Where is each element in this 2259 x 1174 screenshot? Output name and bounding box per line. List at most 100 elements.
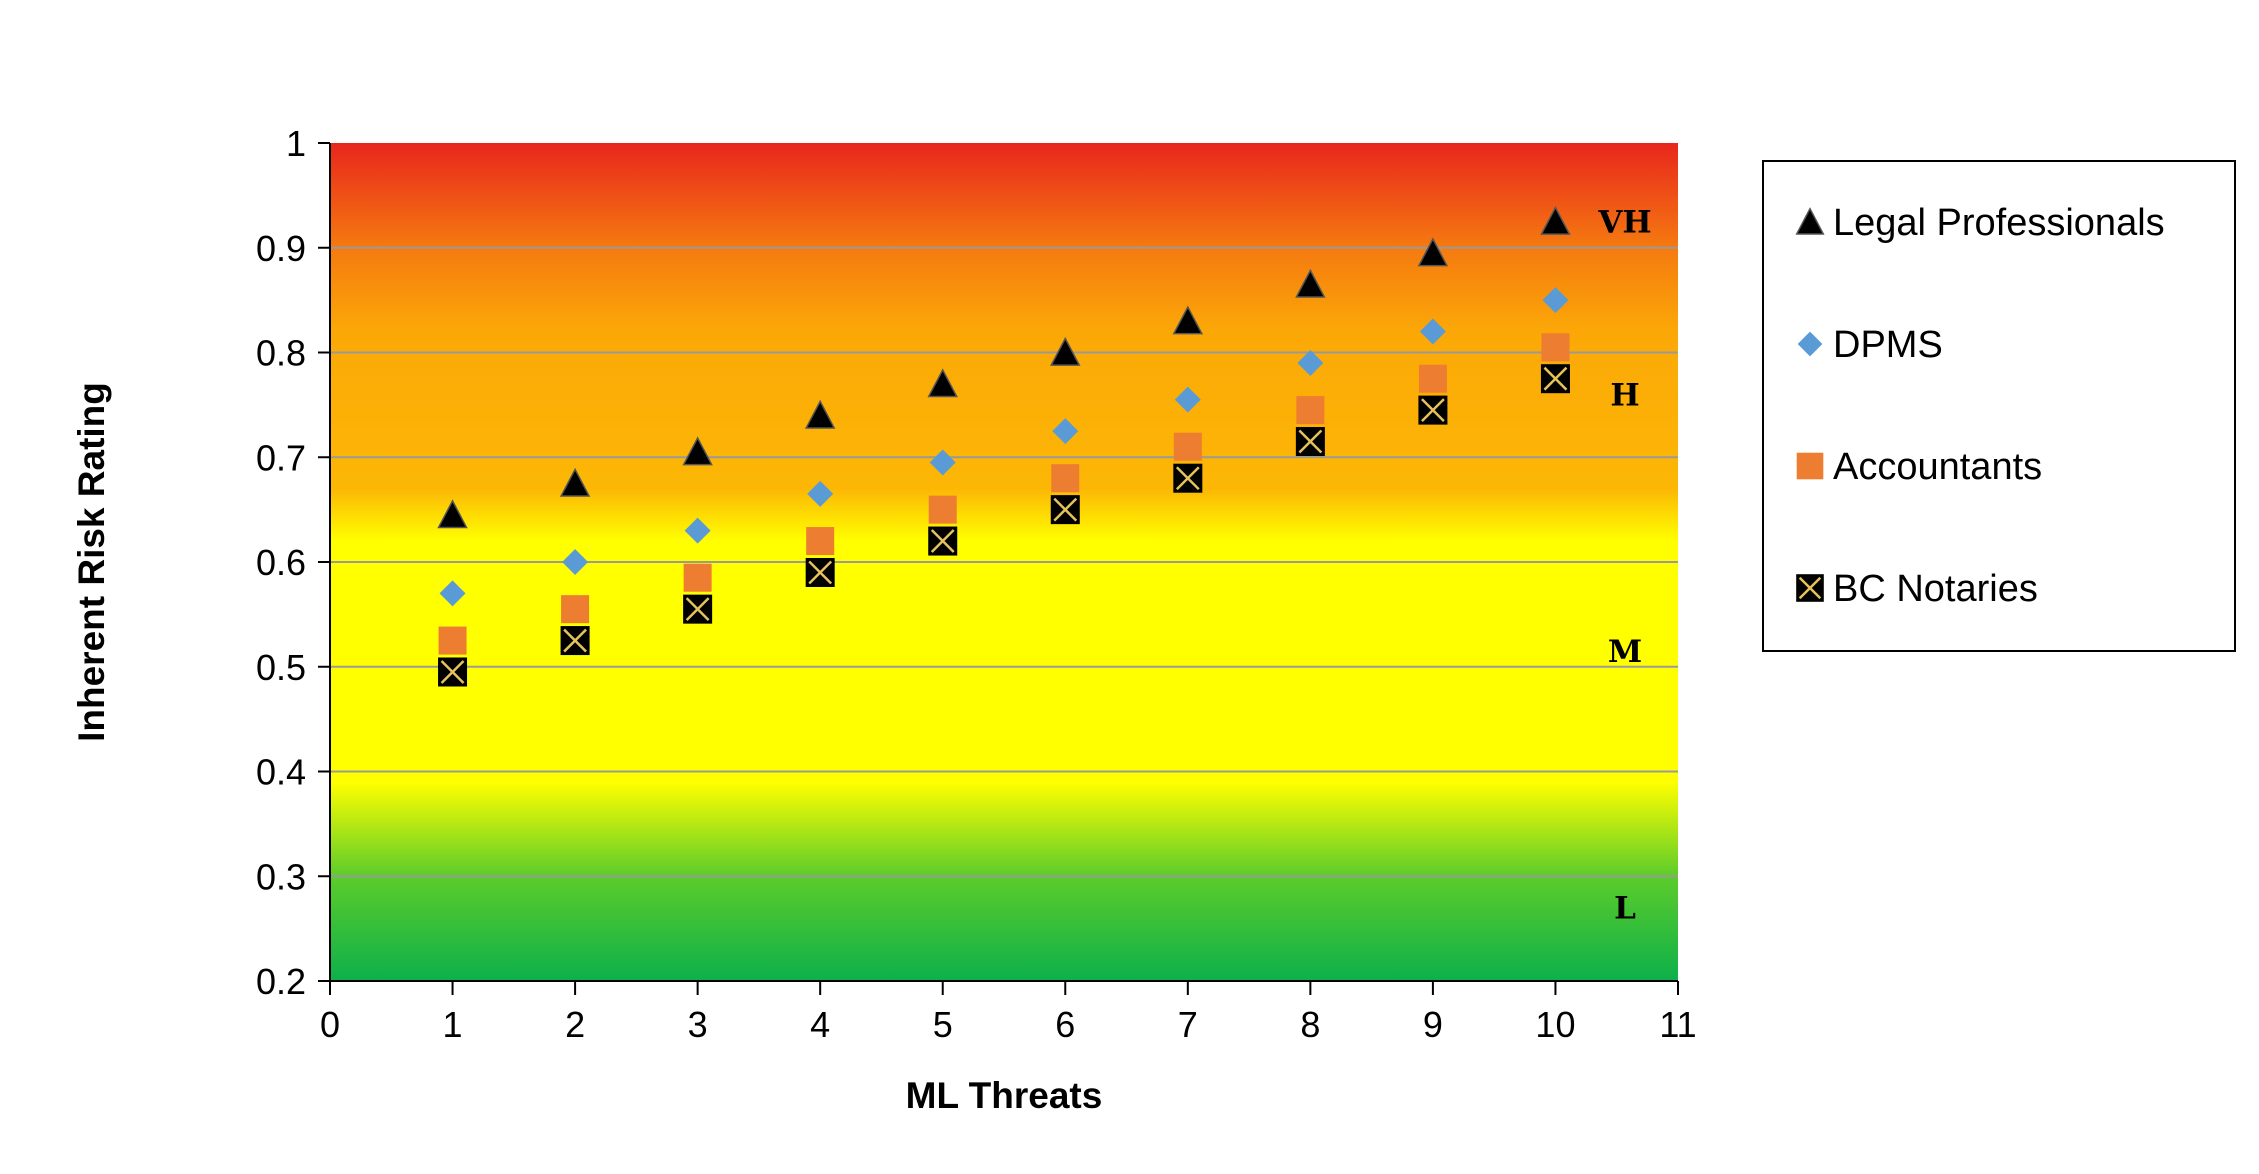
y-tick-label: 0.2 [256,961,306,1002]
cross-line [1421,398,1445,422]
point-legal-professionals [1050,336,1081,366]
legend-item-dpms: DPMS [1797,324,1943,366]
x-tick-label: 9 [1423,1004,1443,1045]
point-accountants [1418,364,1447,393]
point-dpms [1419,318,1446,345]
cross-line [1175,466,1200,491]
diamond-shape [439,580,466,607]
square-shape [1541,333,1570,362]
legend-marker-accountants [1796,452,1824,480]
square-shape [1173,432,1202,461]
y-tick-label: 0.4 [256,752,306,793]
y-axis-title: Inherent Risk Rating [71,382,112,742]
cross-line [1298,429,1323,454]
diamond-shape [1419,318,1446,345]
square-shape [1796,452,1824,480]
point-accountants [561,595,590,624]
point-bc-notaries [560,626,590,656]
cross-line [563,628,587,653]
x-tick-label: 8 [1300,1004,1320,1045]
point-bc-notaries [438,657,468,687]
y-tick-label: 1 [286,123,306,164]
cross-line [1543,366,1568,391]
point-accountants [1541,333,1570,362]
square-shape [1051,464,1080,493]
point-legal-professionals [682,436,713,466]
x-tick-label: 6 [1055,1004,1075,1045]
y-tick-label: 0.3 [256,856,306,897]
point-bc-notaries [805,557,835,587]
legend-item-legal-professionals: Legal Professionals [1795,202,2165,244]
diamond-shape [562,549,589,575]
risk-band-label-m: M [1608,634,1642,670]
cross-line [930,529,955,553]
point-legal-professionals [804,399,836,429]
point-legal-professionals [559,467,591,497]
legend-label: BC Notaries [1833,568,2038,610]
point-bc-notaries [1173,463,1203,493]
point-dpms [807,480,834,507]
point-legal-professionals [1540,205,1571,235]
risk-band-label-vh: VH [1597,205,1651,241]
square-shape [806,527,835,556]
diamond-shape [1174,386,1201,413]
x-tick-label: 1 [443,1004,463,1045]
x-tick-label: 7 [1178,1004,1198,1045]
triangle-shape [1050,336,1081,366]
cross-line [440,660,465,684]
triangle-shape [1540,205,1571,235]
point-legal-professionals [1417,237,1449,267]
point-accountants [438,626,467,655]
square-shape [1296,396,1325,425]
cross-line [1053,497,1078,522]
point-accountants [806,527,835,556]
diamond-shape [1297,349,1324,376]
triangle-shape [682,436,713,466]
square-shape [438,626,467,655]
point-dpms [1174,386,1201,413]
triangle-shape [559,467,591,497]
point-legal-professionals [927,368,958,398]
diamond-shape [1797,331,1823,357]
square-shape [928,495,957,524]
legend-marker-legal-professionals [1795,207,1825,235]
risk-band-label-h: H [1610,377,1639,413]
point-legal-professionals [1295,268,1326,298]
point-dpms [562,549,589,575]
square-shape [1418,364,1447,393]
point-bc-notaries [683,594,713,624]
point-dpms [1052,418,1079,445]
triangle-shape [437,499,468,529]
legend-label: Accountants [1833,446,2042,488]
x-tick-label: 2 [565,1004,585,1045]
triangle-shape [804,399,836,429]
y-tick-label: 0.8 [256,333,306,374]
diamond-shape [1052,418,1079,445]
x-tick-label: 3 [688,1004,708,1045]
cross-line [685,597,710,622]
x-tick-label: 10 [1535,1004,1575,1045]
y-tick-label: 0.6 [256,542,306,583]
point-dpms [684,517,711,544]
point-dpms [1542,287,1569,314]
triangle-shape [1172,305,1204,335]
point-accountants [1173,432,1202,461]
legend-item-accountants: Accountants [1796,446,2042,488]
y-tick-label: 0.5 [256,647,306,688]
legend: Legal Professionals DPMS Accountants BC Not… [1762,160,2236,652]
legend-label: DPMS [1833,324,1943,366]
point-dpms [1297,349,1324,376]
x-axis-title: ML Threats [906,1075,1103,1116]
triangle-shape [1417,237,1449,267]
axes: 0.20.30.40.50.60.70.80.910 1 2 3 4 5 6 7 8 9 10 11 [256,123,1697,1045]
point-accountants [1051,464,1080,493]
diamond-shape [684,517,711,544]
legend-box [1762,160,2236,652]
diamond-shape [807,480,834,507]
square-shape [683,563,712,592]
point-dpms [439,580,466,607]
point-bc-notaries [1540,364,1570,394]
legend-label: Legal Professionals [1833,202,2165,244]
point-bc-notaries [1295,427,1325,457]
